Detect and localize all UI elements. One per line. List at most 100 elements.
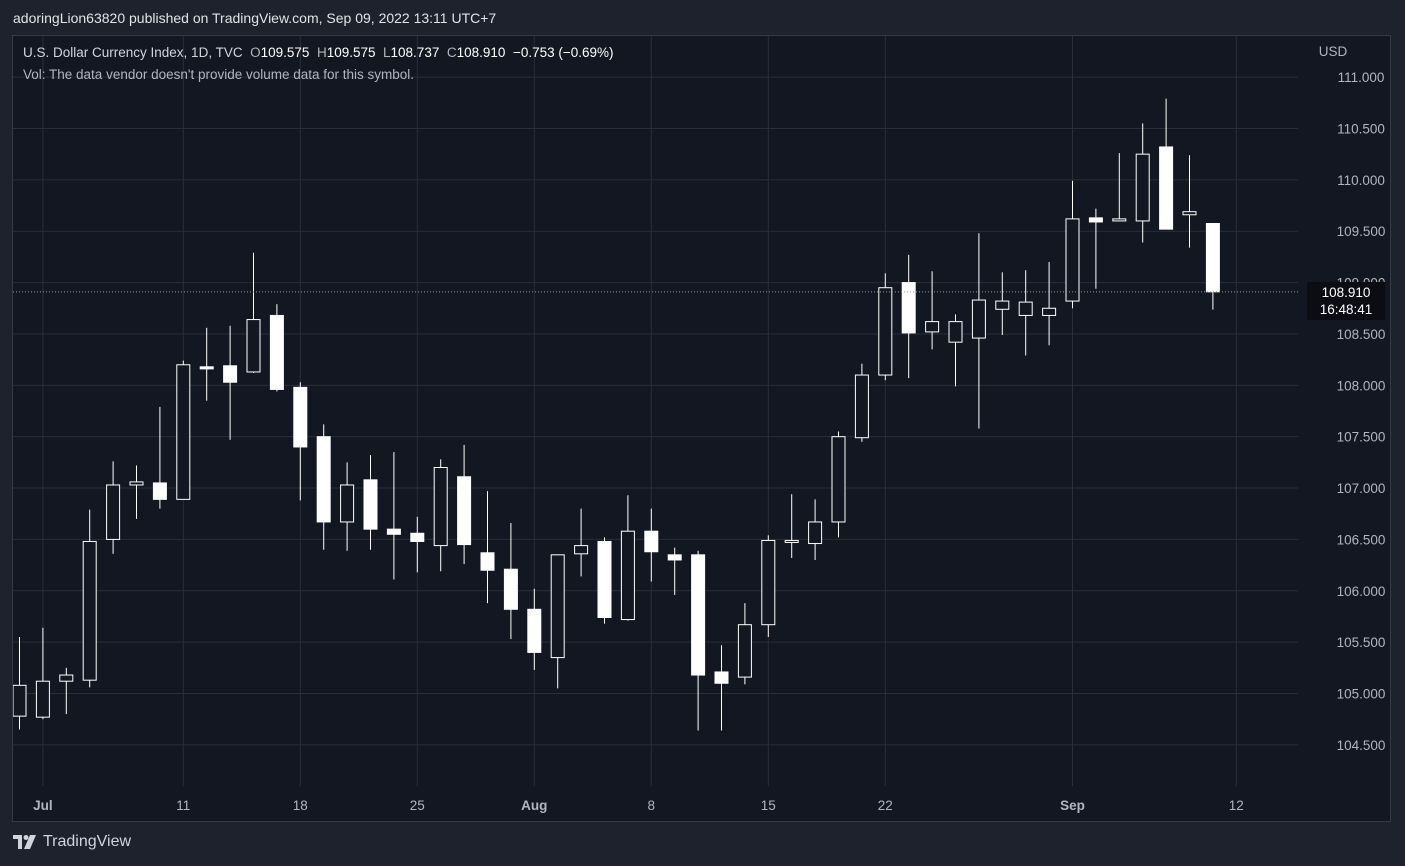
candle-body-down — [1088, 217, 1103, 223]
candle-body-down — [316, 436, 331, 523]
time-tick-label: 18 — [293, 798, 308, 813]
candle[interactable] — [410, 516, 425, 573]
candle[interactable] — [667, 547, 682, 595]
candle[interactable] — [340, 462, 355, 551]
candle-body-up — [82, 540, 97, 681]
candle[interactable] — [925, 271, 940, 350]
candle[interactable] — [152, 406, 167, 509]
candle-body-up — [1112, 218, 1127, 222]
open-value: 109.575 — [260, 45, 310, 60]
candle[interactable] — [550, 554, 565, 689]
candle[interactable] — [1205, 223, 1220, 310]
price-tick-label: 104.500 — [1337, 738, 1386, 753]
candle[interactable] — [995, 272, 1010, 335]
price-tick-label: 107.000 — [1337, 481, 1386, 496]
tradingview-logo[interactable]: TradingView — [13, 833, 131, 851]
candle-body-up — [59, 674, 74, 682]
candle[interactable] — [106, 461, 121, 554]
candle[interactable] — [13, 637, 27, 730]
candle[interactable] — [316, 424, 331, 550]
open-label: O — [250, 45, 261, 60]
time-tick-label: 15 — [761, 798, 776, 813]
candle[interactable] — [691, 550, 706, 731]
price-tick-label: 107.500 — [1337, 430, 1386, 445]
tradingview-logo-icon — [13, 835, 36, 849]
candle[interactable] — [761, 535, 776, 638]
candle[interactable] — [1135, 123, 1150, 243]
candle[interactable] — [808, 499, 823, 560]
price-tick-label: 110.000 — [1337, 173, 1385, 188]
high-label: H — [316, 45, 327, 60]
candle-body-down — [386, 528, 401, 535]
published-line: adoringLion63820 published on TradingVie… — [13, 10, 497, 26]
candle[interactable] — [620, 495, 635, 621]
candle-body-down — [457, 476, 472, 546]
candle[interactable] — [1018, 270, 1033, 356]
candle[interactable] — [457, 444, 472, 565]
candle-body-down — [152, 482, 167, 500]
candle[interactable] — [1042, 262, 1057, 346]
price-tick-label: 106.000 — [1337, 584, 1386, 599]
candle-body-up — [831, 436, 846, 523]
candle[interactable] — [59, 667, 74, 715]
candle[interactable] — [176, 360, 191, 500]
candle[interactable] — [831, 431, 846, 538]
candle-body-up — [129, 481, 144, 486]
candle-body-up — [13, 684, 27, 717]
candle[interactable] — [363, 455, 378, 550]
candle[interactable] — [948, 314, 963, 387]
candle[interactable] — [35, 627, 50, 720]
candle[interactable] — [386, 452, 401, 580]
candle[interactable] — [199, 327, 214, 401]
time-tick-label: 12 — [1229, 798, 1244, 813]
candle[interactable] — [269, 304, 284, 392]
candle[interactable] — [82, 509, 97, 688]
candle-body-down — [480, 552, 495, 571]
candle[interactable] — [878, 273, 893, 381]
candle-body-down — [223, 365, 238, 383]
candle[interactable] — [901, 254, 916, 379]
candle-body-up — [106, 484, 121, 540]
candle-body-up — [808, 521, 823, 545]
candle[interactable] — [433, 459, 448, 572]
candle[interactable] — [293, 382, 308, 501]
candle[interactable] — [1088, 208, 1103, 289]
candle[interactable] — [480, 491, 495, 604]
candle-body-down — [714, 671, 729, 684]
close-label: C — [446, 45, 457, 60]
candle[interactable] — [1065, 180, 1080, 309]
chart-panel[interactable]: 111.000110.500110.000109.500109.000108.5… — [12, 35, 1391, 822]
candle[interactable] — [597, 537, 612, 624]
candle[interactable] — [714, 645, 729, 731]
candle[interactable] — [527, 588, 542, 670]
price-tick-label: 108.500 — [1337, 327, 1386, 342]
price-axis: 111.000110.500110.000109.500109.000108.5… — [1319, 44, 1386, 753]
candle[interactable] — [574, 508, 589, 577]
candle-body-down — [597, 540, 612, 619]
candle-body-down — [901, 282, 916, 334]
candle[interactable] — [1112, 153, 1127, 222]
low-label: L — [383, 45, 391, 60]
candle[interactable] — [246, 252, 261, 373]
candle[interactable] — [737, 603, 752, 685]
currency-label: USD — [1319, 44, 1348, 59]
candle[interactable] — [223, 325, 238, 440]
candle[interactable] — [854, 363, 869, 442]
candle-body-up — [854, 374, 869, 439]
candle[interactable] — [784, 494, 799, 558]
candle-body-down — [503, 568, 518, 610]
candle[interactable] — [1159, 98, 1174, 230]
candlestick-chart[interactable]: 111.000110.500110.000109.500109.000108.5… — [13, 36, 1390, 821]
candle-body-up — [620, 530, 635, 621]
candle-body-down — [410, 532, 425, 542]
candle[interactable] — [1182, 155, 1197, 248]
candle-body-up — [948, 321, 963, 343]
candle[interactable] — [503, 522, 518, 640]
candle-body-up — [971, 299, 986, 339]
candle-body-up — [574, 545, 589, 555]
candle-body-up — [925, 321, 940, 333]
candle[interactable] — [971, 233, 986, 429]
candle-body-up — [1018, 301, 1033, 316]
candle[interactable] — [644, 508, 659, 582]
candle[interactable] — [129, 465, 144, 519]
